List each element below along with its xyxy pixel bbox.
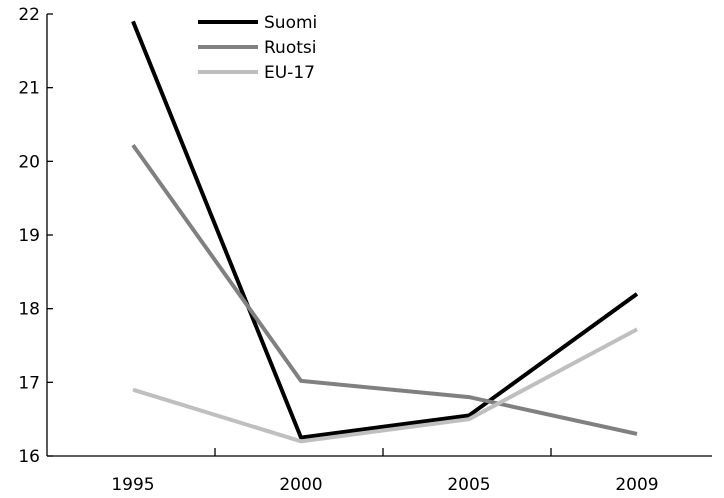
x-tick-label: 2005 xyxy=(447,475,490,495)
x-tick-label: 2009 xyxy=(615,475,658,495)
y-tick-label: 19 xyxy=(18,226,40,246)
legend-label-ruotsi: Ruotsi xyxy=(264,38,316,58)
y-tick-label: 18 xyxy=(18,300,40,320)
y-tick-label: 20 xyxy=(18,152,40,172)
y-tick-label: 17 xyxy=(18,373,40,393)
x-tick-label: 1995 xyxy=(111,475,154,495)
series-line-eu-17 xyxy=(132,327,638,444)
x-tick-label: 2000 xyxy=(279,475,322,495)
series-line-suomi xyxy=(131,20,639,440)
y-tick-label: 22 xyxy=(18,5,40,25)
y-tick-label: 21 xyxy=(18,79,40,99)
legend: Suomi Ruotsi EU-17 xyxy=(198,13,317,83)
series-lines xyxy=(131,20,639,444)
legend-label-eu-17: EU-17 xyxy=(264,63,315,83)
y-tick-label: 16 xyxy=(18,447,40,467)
axes: 16 17 18 19 20 21 22 1995 2000 2005 2009 xyxy=(18,5,712,495)
legend-label-suomi: Suomi xyxy=(264,13,317,33)
series-line-ruotsi xyxy=(131,143,638,436)
